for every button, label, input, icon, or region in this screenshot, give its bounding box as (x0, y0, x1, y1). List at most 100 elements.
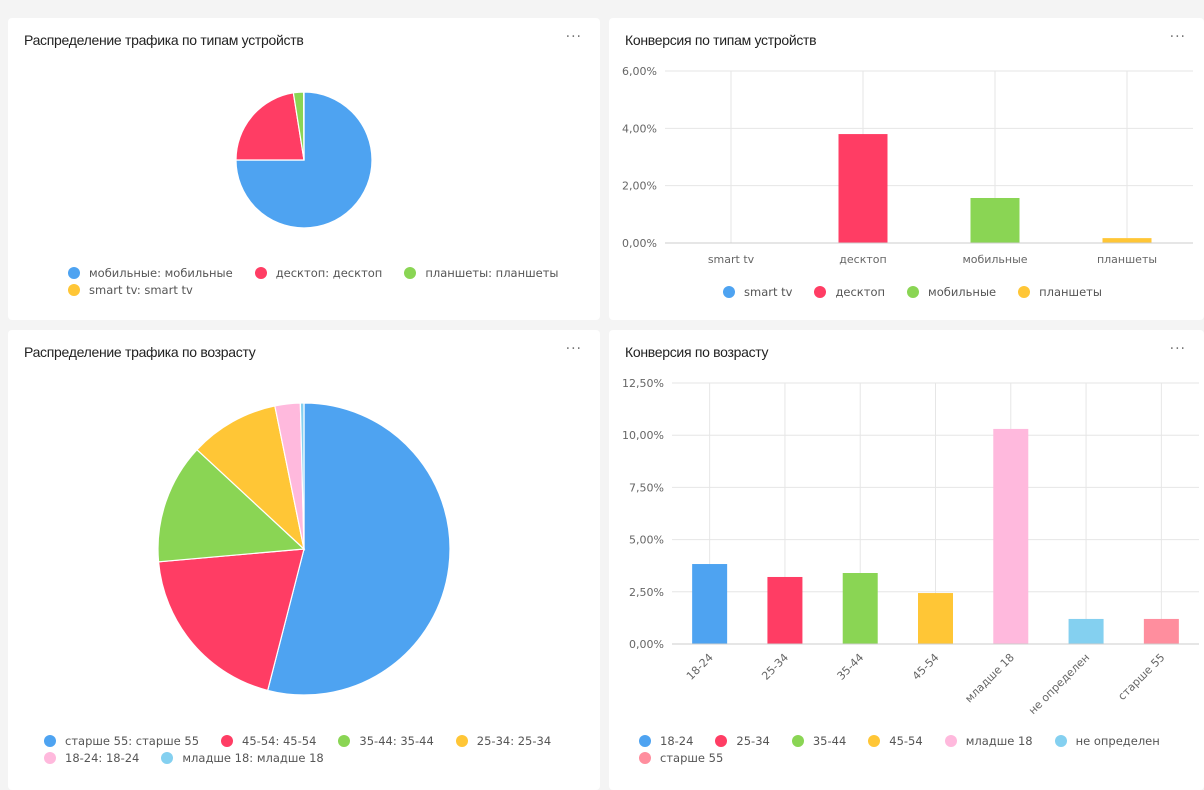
legend-color-dot-icon (639, 735, 651, 747)
legend-label: десктоп (835, 285, 886, 299)
bar[interactable] (838, 134, 888, 243)
legend-item[interactable]: smart tv (723, 285, 792, 299)
legend-label: 45-54 (889, 734, 923, 748)
panel-device-conversion: Конверсия по типам устройств ··· 0,00% 2,… (609, 18, 1204, 320)
x-tick-label: 45-54 (910, 651, 942, 683)
legend-label: не определен (1075, 734, 1160, 748)
legend-color-dot-icon (1018, 286, 1031, 298)
panel-title: Распределение трафика по возрасту (24, 344, 256, 360)
legend-item[interactable]: старше 55: старше 55 (44, 734, 199, 748)
pie-slice[interactable] (157, 448, 306, 563)
legend-item[interactable]: младше 18 (944, 734, 1033, 748)
bar[interactable] (1102, 238, 1152, 243)
legend-label: 45-54: 45-54 (242, 734, 317, 748)
legend-color-dot-icon (814, 286, 827, 298)
legend-item[interactable]: 18-24 (639, 734, 693, 748)
legend-color-dot-icon (715, 735, 728, 747)
legend-color-dot-icon (254, 267, 267, 279)
legend-label: младше 18 (965, 734, 1033, 748)
legend-label: 25-34: 25-34 (476, 734, 552, 748)
legend-label: десктоп: десктоп (275, 266, 383, 280)
x-tick-label: 25-34 (759, 651, 791, 683)
age-traffic-pie (157, 402, 451, 696)
y-tick-label: 6,00% (622, 65, 657, 78)
legend-item[interactable]: десктоп: десктоп (254, 266, 383, 280)
legend: smart tv десктоп мобильные планшеты (723, 285, 1183, 299)
pie-slice[interactable] (157, 548, 305, 692)
device-traffic-pie (235, 91, 373, 229)
more-options-icon[interactable]: ··· (565, 29, 582, 45)
legend-label: старше 55 (660, 751, 724, 765)
bar[interactable] (692, 564, 728, 644)
legend-item[interactable]: 35-44: 35-44 (338, 734, 434, 748)
y-tick-label: 4,00% (622, 122, 657, 135)
bar[interactable] (918, 593, 953, 644)
legend-item[interactable]: 45-54 (868, 734, 923, 748)
panel-age-conversion: Конверсия по возрасту ··· 0,00% 2,50% 5,00… (609, 330, 1204, 790)
legend-item[interactable]: мобильные (907, 285, 996, 299)
legend-color-dot-icon (404, 267, 417, 279)
bar[interactable] (970, 197, 1020, 243)
legend-color-dot-icon (44, 735, 56, 747)
more-options-icon[interactable]: ··· (1169, 29, 1186, 45)
legend-label: планшеты: планшеты (425, 266, 559, 280)
y-tick-label: 10,00% (622, 429, 664, 442)
pie-slice[interactable] (235, 91, 373, 229)
y-tick-label: 5,00% (629, 534, 664, 547)
legend-color-dot-icon (907, 286, 920, 298)
legend-color-dot-icon (338, 735, 351, 747)
legend-item[interactable]: 25-34: 25-34 (455, 734, 552, 748)
pie-slice[interactable] (196, 405, 305, 551)
bar[interactable] (1143, 618, 1179, 644)
legend-label: младше 18: младше 18 (182, 751, 324, 765)
x-tick-label: старше 55 (1115, 651, 1167, 703)
legend-color-dot-icon (68, 267, 80, 279)
legend-color-dot-icon (639, 752, 651, 764)
more-options-icon[interactable]: ··· (565, 341, 582, 357)
legend-label: мобильные: мобильные (89, 266, 233, 280)
panel-title: Распределение трафика по типам устройств (24, 32, 304, 48)
legend-item[interactable]: планшеты: планшеты (404, 266, 559, 280)
legend-color-dot-icon (868, 735, 881, 747)
age-conversion-bar-chart: 0,00% 2,50% 5,00% 7,50% 10,00% 12,50% 18-24 25-… (622, 377, 1199, 717)
legend-color-dot-icon (68, 284, 80, 296)
legend-item[interactable]: старше 55 (639, 751, 723, 765)
legend-color-dot-icon (1054, 735, 1067, 747)
legend-item[interactable]: 45-54: 45-54 (221, 734, 316, 748)
y-tick-label: 2,50% (629, 586, 664, 599)
legend-item[interactable]: планшеты (1018, 285, 1102, 299)
legend-item[interactable]: 35-44 (791, 734, 846, 748)
y-tick-label: 0,00% (629, 638, 664, 651)
legend-item[interactable]: 25-34 (715, 734, 770, 748)
bar[interactable] (767, 576, 803, 644)
pie-slice[interactable] (235, 92, 305, 161)
bar[interactable] (842, 573, 878, 644)
legend-item[interactable]: десктоп (814, 285, 885, 299)
y-tick-label: 2,00% (622, 180, 657, 193)
legend-item[interactable]: smart tv: smart tv (68, 283, 193, 297)
legend-label: 18-24: 18-24 (65, 751, 140, 765)
legend-item[interactable]: младше 18: младше 18 (161, 751, 324, 765)
legend-label: 35-44: 35-44 (359, 734, 434, 748)
pie-slice[interactable] (266, 402, 451, 696)
legend-item[interactable]: не определен (1054, 734, 1160, 748)
legend-color-dot-icon (221, 735, 234, 747)
legend-color-dot-icon (791, 735, 804, 747)
legend-color-dot-icon (455, 735, 468, 747)
legend-color-dot-icon (161, 752, 174, 764)
legend-item[interactable]: 18-24: 18-24 (44, 751, 139, 765)
legend: мобильные: мобильные десктоп: десктоп план… (68, 266, 568, 297)
legend-item[interactable]: мобильные: мобильные (68, 266, 233, 280)
panel-title: Конверсия по типам устройств (625, 32, 817, 48)
legend-color-dot-icon (944, 735, 957, 747)
legend-label: 25-34 (736, 734, 770, 748)
x-tick-label: не определен (1026, 651, 1092, 717)
legend-label: планшеты (1039, 285, 1102, 299)
legend-label: smart tv: smart tv (89, 283, 193, 297)
x-tick-label: smart tv (708, 253, 755, 266)
pie-slice[interactable] (299, 402, 305, 550)
bar[interactable] (1068, 618, 1104, 644)
bar[interactable] (993, 428, 1029, 644)
more-options-icon[interactable]: ··· (1169, 341, 1186, 357)
panel-age-traffic: Распределение трафика по возрасту ··· ст… (8, 330, 600, 790)
